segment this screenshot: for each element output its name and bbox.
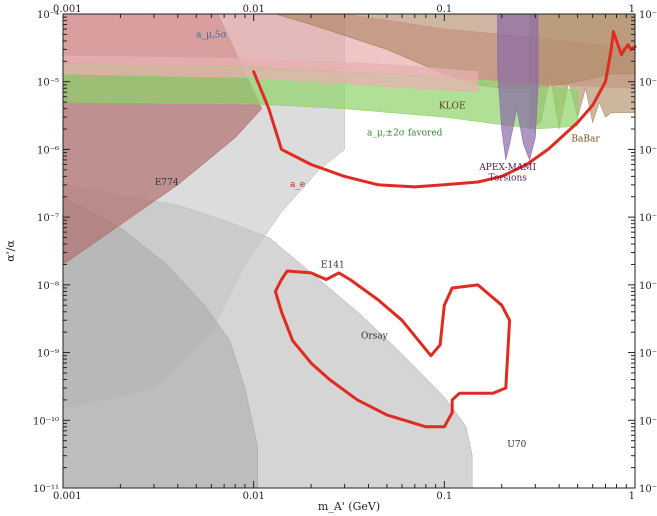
region-apex-mami xyxy=(497,13,539,161)
x-tick-label-bottom: 0.001 xyxy=(53,491,82,502)
y-tick-label-right: 10⁻⁷ xyxy=(639,213,657,224)
label-e774: E774 xyxy=(155,178,179,188)
label-a-2-favored: a_μ,±2σ favored xyxy=(367,129,443,139)
y-tick-label-left: 10⁻⁵ xyxy=(37,78,59,89)
x-tick-label-bottom: 1 xyxy=(629,491,635,502)
label-torsions: Torsions xyxy=(489,173,528,183)
label-kloe: KLOE xyxy=(439,102,466,112)
label-a-e: a_e xyxy=(290,180,305,190)
y-tick-label-right: 10⁻¹⁰ xyxy=(639,416,657,427)
x-axis-title: m_A' (GeV) xyxy=(318,500,380,513)
x-tick-label-bottom: 0.1 xyxy=(436,491,452,502)
x-tick-label-top: 1 xyxy=(629,4,635,15)
label-orsay: Orsay xyxy=(361,332,389,342)
label-apex-mami: APEX-MAMI xyxy=(478,163,536,173)
y-tick-label-left: 10⁻⁸ xyxy=(37,281,59,292)
x-tick-label-bottom: 0.01 xyxy=(243,491,265,502)
y-axis-title: α'/α xyxy=(4,240,17,262)
label-babar: BaBar xyxy=(571,135,600,145)
y-tick-label-left: 10⁻⁴ xyxy=(37,10,59,21)
y-tick-label-right: 10⁻⁶ xyxy=(639,145,657,156)
x-tick-label-top: 0.01 xyxy=(243,4,265,15)
y-tick-label-right: 10⁻¹ xyxy=(639,484,657,495)
y-tick-label-right: 10⁻⁴ xyxy=(639,10,657,21)
y-tick-label-right: 10⁻⁵ xyxy=(639,78,657,89)
y-tick-label-left: 10⁻⁷ xyxy=(37,213,59,224)
series-layer xyxy=(252,30,637,429)
y-tick-label-left: 10⁻⁹ xyxy=(37,349,59,360)
label-e141: E141 xyxy=(321,261,345,271)
y-tick-label-left: 10⁻⁶ xyxy=(37,145,59,156)
label-a-5-: a_μ,5σ xyxy=(196,31,226,41)
y-tick-label-right: 10⁻⁹ xyxy=(639,349,657,360)
regions-layer xyxy=(62,13,636,489)
y-tick-label-left: 10⁻¹¹ xyxy=(33,484,59,495)
axis-ticks: 0.001 0.001 0.01 0.01 0.1 0.1 1 1 10⁻¹¹ 10⁻¹⁰ 10⁻⁹… xyxy=(33,4,657,502)
y-tick-label-left: 10⁻¹⁰ xyxy=(33,416,59,427)
region-amu-3sigma xyxy=(62,55,479,93)
curve-a-e xyxy=(252,30,637,189)
region-labels: a_μ,5σ a_μ,±2σ favored KLOE BaBar APEX-MAMIT… xyxy=(155,31,601,451)
label-u70: U70 xyxy=(507,440,526,450)
y-tick-label-right: 10⁻⁸ xyxy=(639,281,657,292)
x-tick-label-top: 0.001 xyxy=(53,4,82,15)
x-tick-label-top: 0.1 xyxy=(436,4,452,15)
curve-orsay xyxy=(273,269,512,429)
plot-frame xyxy=(62,13,636,489)
